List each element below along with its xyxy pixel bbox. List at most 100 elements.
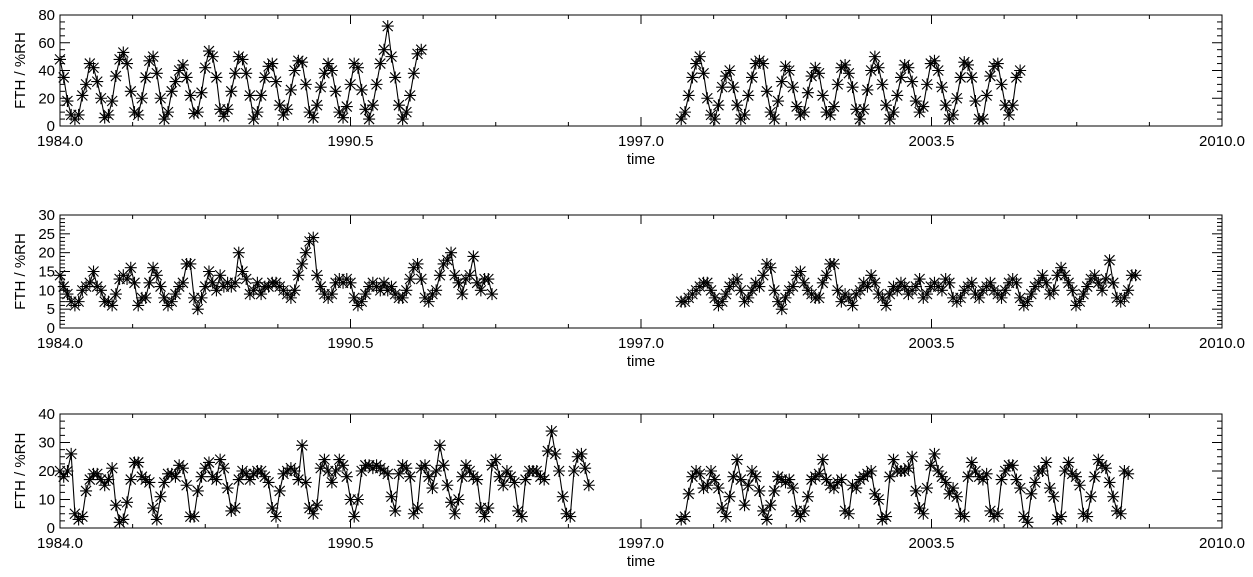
data-point-marker [708,291,721,304]
data-point-marker [1107,276,1120,289]
x-tick-label: 1984.0 [37,133,83,150]
data-point-marker [445,246,458,259]
data-point-marker [165,467,178,480]
data-point-marker [188,107,201,120]
data-point-marker [68,507,81,520]
data-point-marker [284,83,297,96]
x-tick-label: 1997.0 [618,535,664,552]
data-point-marker [1058,269,1071,282]
data-point-marker [1081,280,1094,293]
data-point-marker [61,95,74,108]
data-point-marker [307,507,320,520]
data-point-marker [831,78,844,91]
data-point-marker [824,479,837,492]
data-point-marker [813,467,826,480]
data-point-marker [176,276,189,289]
data-point-marker [943,487,956,500]
data-point-marker [560,507,573,520]
data-point-marker [898,58,911,71]
data-point-marker [188,510,201,523]
data-point-marker [456,470,469,483]
data-point-marker [76,89,89,102]
data-point-marker [106,462,119,475]
data-point-marker [236,265,249,278]
data-point-marker [91,467,104,480]
data-point-marker [682,487,695,500]
data-point-marker [162,106,175,119]
data-point-marker [229,67,242,80]
data-point-marker [924,57,937,70]
data-point-marker [363,459,376,472]
data-point-marker [296,56,309,69]
x-tick-label: 1997.0 [618,335,664,352]
data-point-marker [262,60,275,73]
data-point-marker [545,425,558,438]
data-point-marker [225,85,238,98]
data-point-marker [176,462,189,475]
data-point-marker [868,50,881,63]
data-point-marker [913,273,926,286]
data-point-marker [820,269,833,282]
data-point-marker [675,113,688,126]
data-point-marker [764,261,777,274]
data-point-marker [344,78,357,91]
data-point-marker [299,78,312,91]
data-point-marker [757,57,770,70]
y-tick-label: 60 [38,35,55,52]
data-point-marker [404,273,417,286]
data-point-marker [764,106,777,119]
data-point-marker [210,284,223,297]
data-point-marker [333,453,346,466]
data-point-marker [753,54,766,67]
data-point-marker [381,467,394,480]
data-point-marker [932,64,945,77]
data-point-marker [850,482,863,495]
data-point-marker [1066,284,1079,297]
data-point-marker [530,465,543,477]
data-point-marker [325,288,338,301]
data-point-marker [898,280,911,293]
data-point-marker [827,100,840,113]
y-tick-label: 20 [38,463,55,480]
data-point-marker [582,479,595,492]
data-point-marker [801,490,814,503]
data-point-marker [128,106,141,119]
data-point-marker [786,482,799,495]
data-point-marker [764,499,777,512]
y-tick-label: 10 [38,282,55,299]
data-point-marker [973,291,986,304]
data-point-marker [1110,504,1123,517]
data-point-marker [1014,291,1027,304]
data-point-marker [887,106,900,119]
data-point-marker [240,67,253,80]
data-point-marker [909,484,922,497]
data-point-marker [158,476,171,489]
data-point-marker [258,470,271,483]
data-point-marker [794,510,807,523]
data-point-marker [575,447,588,460]
data-point-marker [686,71,699,84]
data-point-marker [898,465,911,477]
data-point-marker [94,92,107,105]
data-point-marker [1040,276,1053,289]
data-point-marker [816,276,829,289]
data-point-marker [976,473,989,486]
data-point-marker [243,473,256,486]
data-point-marker [1014,482,1027,495]
data-point-marker [482,502,495,515]
data-point-marker [1043,482,1056,495]
data-point-marker [1122,467,1135,480]
data-point-marker [359,288,372,301]
data-point-marker [299,476,312,489]
data-point-marker [853,113,866,126]
data-point-marker [433,439,446,452]
data-point-marker [1081,510,1094,523]
data-point-marker [456,288,469,301]
data-point-marker [132,299,145,312]
data-point-marker [954,291,967,304]
data-point-marker [478,510,491,523]
data-point-marker [708,473,721,486]
data-point-marker [827,482,840,495]
data-point-marker [132,456,145,469]
